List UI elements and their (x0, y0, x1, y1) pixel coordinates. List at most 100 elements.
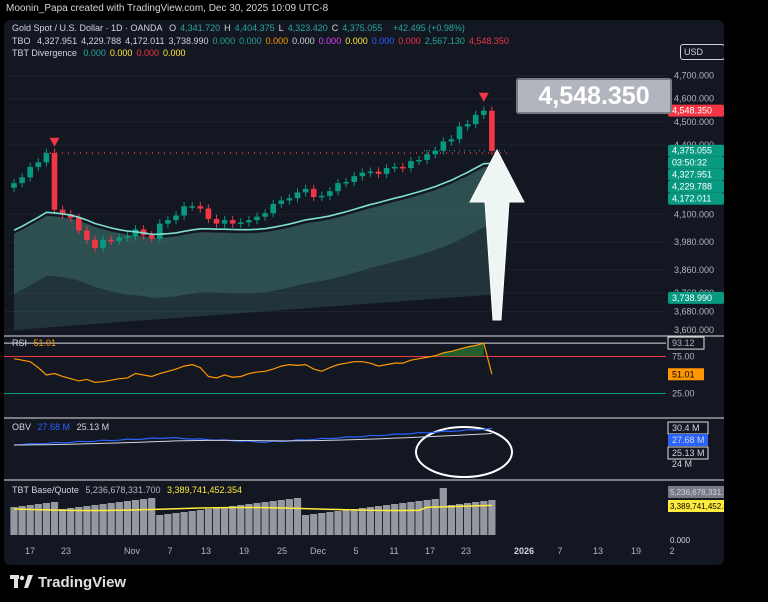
candle-body (116, 237, 123, 241)
obv-axis-label: 27.68 M (672, 435, 705, 445)
rsi-axis-label: 25.00 (672, 389, 695, 399)
ohlc-key: L (278, 23, 284, 33)
volume-bar (83, 506, 91, 535)
chart-svg[interactable]: 4,700.0004,600.0004,500.0004,400.0004,10… (4, 20, 724, 565)
volume-bar (164, 514, 172, 535)
time-tick-label: 23 (461, 546, 471, 556)
trend-cloud (14, 166, 492, 330)
tradingview-branding[interactable]: TradingView (10, 572, 126, 592)
tbo-label: TBO (12, 36, 31, 46)
chart-area[interactable]: 4,700.0004,600.0004,500.0004,400.0004,10… (4, 20, 724, 565)
time-tick-label: 2026 (514, 546, 534, 556)
ohlc-value: 4,341.720 (180, 23, 221, 33)
rsi-axis-tag (668, 368, 704, 381)
tbo-value: 0.000 (265, 36, 289, 46)
obv-ma-line (13, 433, 492, 446)
volume-bar (464, 503, 472, 535)
trend-cloud-upper (14, 166, 492, 298)
tbo-value: 3,738.990 (168, 36, 209, 46)
currency-selector[interactable]: USD (680, 44, 724, 60)
obv-legend: OBV 27.68 M 25.13 M (12, 422, 113, 432)
candle-body (262, 213, 268, 217)
volume-bar (140, 499, 148, 535)
volume-bar (269, 501, 277, 535)
volume-bar (34, 504, 42, 535)
tbo-value: 4,172.011 (125, 36, 165, 46)
candle-body (286, 198, 293, 201)
volume-bar (415, 501, 423, 535)
time-tick-label: 7 (167, 546, 172, 556)
basequote-label: TBT Base/Quote (12, 485, 79, 495)
price-tick-label: 4,100.000 (674, 209, 714, 219)
divergence-legend: TBT Divergence 0.000 0.000 0.000 0.000 (12, 48, 194, 58)
obv-value-1: 27.68 M (37, 422, 71, 432)
sell-signal-marker (49, 137, 60, 147)
volume-bar (180, 512, 188, 535)
candle-body (278, 200, 285, 204)
price-tag (668, 104, 724, 117)
candle-body (270, 203, 276, 214)
tbo-value: 4,229.788 (81, 36, 122, 46)
candle-body (132, 229, 139, 237)
candle-body (108, 239, 114, 242)
volume-bar (148, 498, 156, 535)
volume-bar (374, 506, 383, 535)
tbo-value: 0.000 (318, 36, 342, 46)
candle-body (67, 214, 74, 218)
rsi-value: 51.01 (33, 338, 57, 348)
candle-body (19, 177, 25, 184)
candle-body (197, 206, 204, 209)
candle-body (391, 166, 398, 169)
candle-body (189, 206, 195, 208)
tbo-value: 0.000 (345, 36, 368, 46)
volume-bar (245, 504, 253, 535)
time-tick-label: 23 (61, 546, 71, 556)
candle-body (11, 183, 17, 188)
obv-label: OBV (12, 422, 32, 432)
sell-signal-marker (478, 92, 489, 102)
time-tick-label: 17 (425, 546, 435, 556)
volume-bar (407, 502, 415, 535)
volume-bar (91, 505, 99, 535)
candle-body (302, 188, 309, 193)
candle-body (416, 159, 422, 162)
rsi-legend: RSI 51.01 (12, 338, 60, 348)
price-tag (668, 192, 724, 205)
time-tick-label: 11 (389, 546, 398, 556)
candle-body (448, 139, 455, 142)
candle-body (343, 181, 349, 184)
candle-body (432, 150, 438, 155)
candle-body (43, 153, 50, 163)
candle-body (489, 110, 495, 151)
tbo-value: 0.000 (292, 36, 315, 46)
volume-bar (221, 507, 229, 535)
candle-body (335, 183, 341, 192)
price-tag-label: 4,375.055 (672, 146, 712, 156)
ohlc-value: 4,404.375 (234, 23, 275, 33)
candle-body (148, 235, 155, 239)
volume-bar (277, 500, 285, 535)
volume-bar (253, 503, 261, 535)
volume-bar (59, 509, 67, 535)
volume-bar (358, 508, 366, 535)
rsi-axis-label: 51.01 (672, 369, 695, 379)
candle-body (100, 239, 106, 248)
candle-body (472, 114, 479, 125)
candle-body (124, 236, 131, 238)
rsi-axis-label: 93.12 (672, 338, 695, 348)
candle-body (76, 217, 82, 231)
time-tick-label: 17 (25, 546, 35, 556)
price-tag-label: 4,172.011 (672, 194, 711, 204)
candle-body (254, 216, 260, 221)
candle-body (400, 166, 406, 169)
tbo-value: 0.000 (398, 36, 421, 46)
price-tick-label: 4,600.000 (674, 94, 714, 104)
volume-bar (42, 503, 50, 535)
basequote-legend: TBT Base/Quote 5,236,678,331.700 3,389,7… (12, 485, 246, 495)
price-tag-label: 4,548.350 (672, 106, 712, 116)
volume-bar (399, 503, 407, 535)
basequote-axis-tag (668, 500, 724, 512)
tbo-value: 4,327.951 (37, 36, 78, 46)
volume-bar (285, 499, 293, 535)
price-tick-label: 4,700.000 (674, 71, 714, 81)
